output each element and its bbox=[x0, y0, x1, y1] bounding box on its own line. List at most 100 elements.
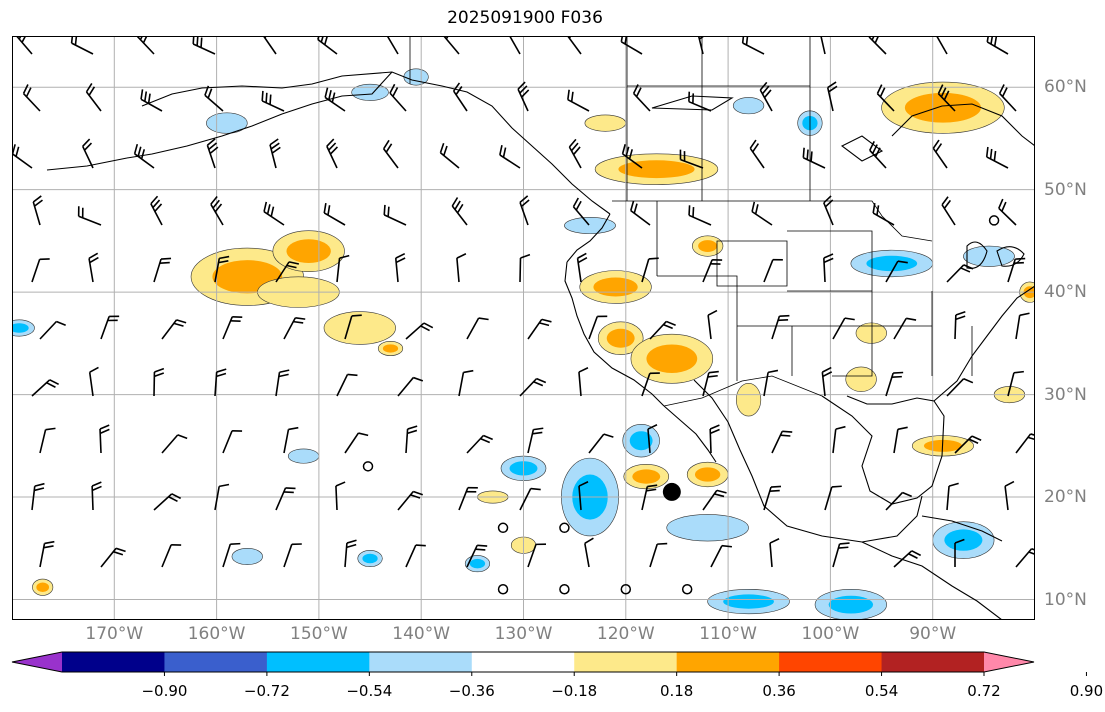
calm-wind-marker bbox=[681, 584, 693, 595]
wind-barb-feather bbox=[1015, 257, 1026, 260]
bc-coast bbox=[566, 213, 611, 263]
wind-barb-feather bbox=[621, 144, 626, 155]
wind-barb-feather bbox=[577, 252, 587, 259]
wind-barb bbox=[517, 81, 530, 112]
colorbar-tick-label: 0.36 bbox=[762, 682, 796, 700]
negative-anomaly-region-core bbox=[723, 594, 774, 609]
wind-barb-staff bbox=[1015, 315, 1021, 340]
wind-barb-feather bbox=[780, 434, 791, 437]
wind-barb-feather bbox=[745, 36, 749, 46]
longitude-labels: 170°W 160°W 150°W 140°W 130°W 120°W 110°W 100°W… bbox=[0, 624, 1105, 648]
wind-barb-feather bbox=[536, 377, 547, 384]
wind-barb-staff bbox=[893, 429, 899, 454]
positive-anomaly-region-core bbox=[606, 328, 635, 348]
wind-barb bbox=[283, 426, 299, 454]
colorbar-tick-label: −0.54 bbox=[346, 682, 393, 700]
calm-wind-marker bbox=[559, 584, 570, 595]
wind-barb-feather bbox=[769, 489, 780, 492]
wind-barb-feather bbox=[478, 317, 489, 321]
wind-barb-feather bbox=[21, 36, 27, 43]
wind-barb bbox=[576, 252, 588, 283]
wind-barb bbox=[588, 433, 614, 454]
wind-barb bbox=[204, 85, 224, 112]
wind-barb-feather bbox=[823, 253, 834, 259]
wind-barb-feather bbox=[520, 199, 530, 208]
wind-barb bbox=[647, 424, 658, 454]
wind-barb bbox=[22, 84, 41, 112]
wind-barb bbox=[161, 544, 182, 568]
hudson-bay-coast bbox=[891, 103, 1035, 147]
wind-barb bbox=[383, 204, 407, 226]
wind-barb-feather bbox=[759, 81, 768, 91]
wind-barb-feather bbox=[533, 381, 544, 387]
graticule bbox=[12, 36, 1035, 620]
negative-anomaly-region-outer bbox=[963, 245, 1015, 267]
wind-barb-feather bbox=[346, 539, 357, 544]
wind-barb-feather bbox=[410, 494, 421, 499]
wind-barb-feather bbox=[823, 257, 834, 264]
colorbar-segment bbox=[266, 652, 370, 672]
positive-anomaly-region bbox=[686, 461, 729, 488]
wind-barb bbox=[136, 36, 155, 55]
colorbar-tick-label: −0.36 bbox=[448, 682, 495, 700]
wind-barb-staff bbox=[763, 372, 769, 397]
wind-barb bbox=[519, 253, 531, 283]
wind-barb-feather bbox=[902, 491, 913, 498]
wind-barb-feather bbox=[89, 366, 99, 373]
wind-barb-staff bbox=[222, 543, 232, 568]
positive-anomaly-region bbox=[272, 230, 345, 272]
storm-center-marker bbox=[662, 482, 681, 501]
negative-anomaly-region bbox=[351, 83, 389, 101]
wind-barb bbox=[519, 195, 530, 226]
wind-barb-feather bbox=[99, 428, 110, 435]
wind-barb-feather bbox=[839, 542, 850, 545]
wind-barb-staff bbox=[88, 372, 94, 397]
wind-barb bbox=[335, 481, 346, 511]
wind-barb-feather bbox=[168, 496, 178, 502]
wind-barb-feather bbox=[339, 254, 350, 259]
wind-barb-staff bbox=[508, 36, 521, 55]
wind-barb bbox=[519, 487, 541, 511]
wind-barb bbox=[456, 253, 467, 283]
wind-barb-feather bbox=[908, 553, 918, 559]
wind-barb-feather bbox=[387, 206, 390, 217]
colorbar-tick-label: 0.54 bbox=[864, 682, 899, 700]
wind-barb bbox=[323, 202, 346, 226]
wind-barb-feather bbox=[871, 144, 878, 154]
wind-barb bbox=[986, 36, 1009, 55]
wind-barb-feather bbox=[709, 424, 720, 430]
wind-barb bbox=[998, 84, 1017, 112]
wind-barb-feather bbox=[625, 146, 630, 157]
wind-barb-feather bbox=[206, 138, 216, 146]
wind-barb bbox=[702, 489, 727, 511]
wind-barb-staff bbox=[641, 373, 651, 397]
wind-barb-staff bbox=[820, 36, 826, 55]
wind-barb-feather bbox=[389, 83, 396, 94]
wind-barb-feather bbox=[871, 36, 875, 41]
wind-barb-staff bbox=[588, 433, 605, 454]
wind-barb-feather bbox=[288, 261, 300, 265]
wind-barb-feather bbox=[323, 202, 327, 214]
wind-barb-feather bbox=[519, 195, 529, 203]
wind-barb bbox=[821, 366, 833, 397]
wind-barb bbox=[275, 487, 296, 511]
station-markers bbox=[362, 215, 1000, 595]
negative-anomaly-region-outer bbox=[732, 97, 765, 115]
wind-barb-staff bbox=[584, 543, 590, 568]
wind-barb-staff bbox=[946, 378, 965, 397]
calm-wind-marker bbox=[497, 522, 509, 534]
colorbar-tick-label: 0.90 bbox=[1069, 682, 1104, 700]
wind-barb-feather bbox=[990, 36, 994, 45]
wind-barb-feather bbox=[963, 378, 974, 384]
wind-barb-feather bbox=[692, 207, 695, 218]
wind-barb-feather bbox=[204, 85, 210, 96]
negative-anomaly-region bbox=[963, 245, 1015, 267]
wind-barb bbox=[709, 424, 720, 454]
wind-barb-staff bbox=[824, 486, 833, 511]
negative-anomaly-region bbox=[814, 588, 887, 620]
wind-barb-feather bbox=[209, 146, 219, 155]
negative-anomaly-region bbox=[206, 112, 248, 134]
positive-anomaly-region-outer bbox=[845, 366, 877, 392]
wind-barb bbox=[741, 36, 765, 55]
latitude-label: 30°N bbox=[1044, 384, 1087, 405]
